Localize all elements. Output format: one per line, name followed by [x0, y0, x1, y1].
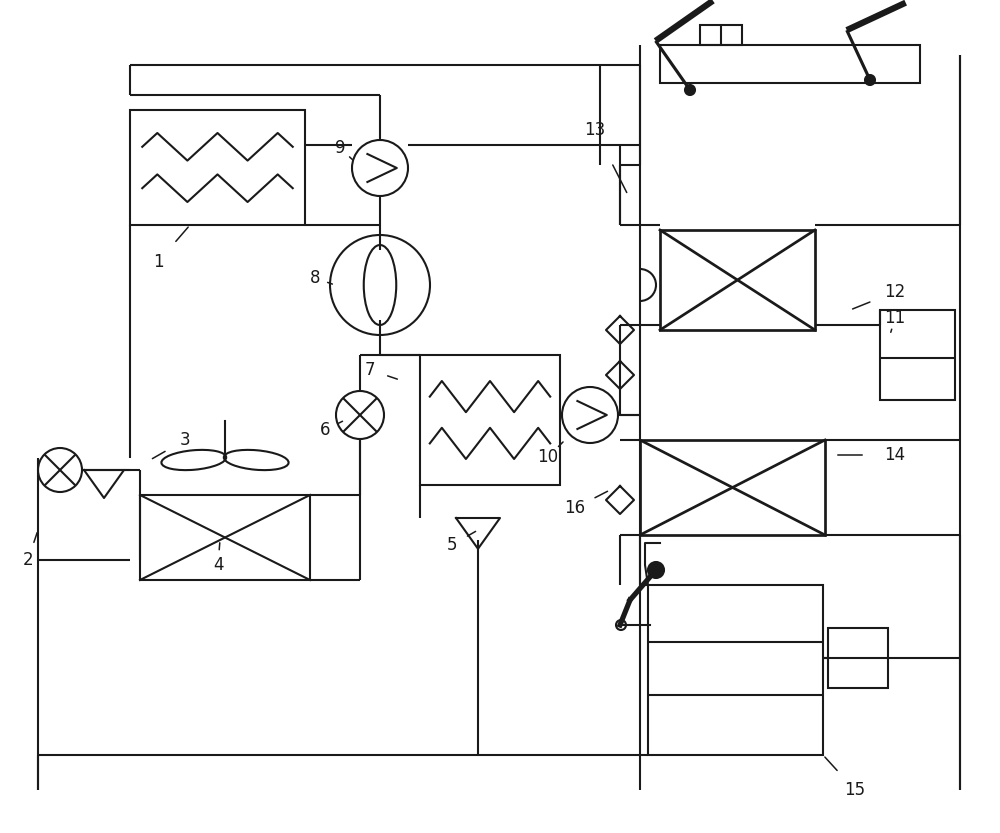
Circle shape: [648, 562, 664, 578]
Bar: [140, 495, 310, 580]
Text: 16: 16: [564, 499, 586, 517]
Text: 2: 2: [23, 551, 33, 569]
Text: 11: 11: [884, 309, 906, 327]
Bar: [880, 310, 955, 400]
Text: 3: 3: [180, 431, 190, 449]
Bar: [660, 230, 815, 330]
Bar: [828, 628, 888, 688]
Text: 4: 4: [213, 556, 223, 574]
Bar: [420, 355, 560, 485]
Text: 13: 13: [584, 121, 606, 139]
Bar: [660, 45, 920, 83]
Text: 15: 15: [844, 781, 866, 799]
Bar: [640, 440, 825, 535]
Text: 5: 5: [447, 536, 457, 554]
Text: 6: 6: [320, 421, 330, 439]
Circle shape: [685, 85, 695, 95]
Bar: [130, 110, 305, 225]
Text: 14: 14: [884, 446, 906, 464]
Bar: [700, 25, 742, 45]
Text: 12: 12: [884, 283, 906, 301]
Text: 8: 8: [310, 269, 320, 287]
Text: 7: 7: [365, 361, 375, 379]
Text: 9: 9: [335, 139, 345, 157]
Text: 1: 1: [153, 253, 163, 271]
Circle shape: [865, 75, 875, 85]
Bar: [648, 585, 823, 755]
Text: 10: 10: [537, 448, 559, 466]
